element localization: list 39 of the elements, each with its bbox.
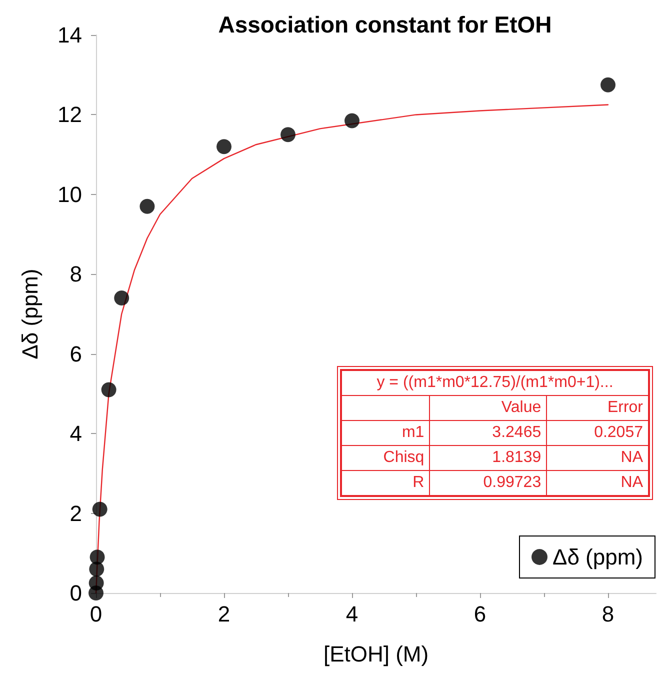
annotation: NA — [546, 446, 648, 470]
y-tick-label: 2 — [70, 500, 82, 526]
y-tick-label: 4 — [70, 421, 82, 446]
point — [114, 290, 130, 306]
point — [600, 77, 616, 92]
point — [88, 576, 104, 591]
point — [101, 382, 116, 398]
annotation: 3.2465 — [430, 420, 547, 446]
annotation: NA — [546, 470, 648, 496]
legend-label: Δδ (ppm) — [552, 544, 644, 570]
y-tick-label: 0 — [70, 580, 82, 606]
annotation: m1 — [342, 420, 430, 446]
y-axis-title: Δδ (ppm) — [18, 268, 42, 360]
point — [280, 127, 296, 142]
annotation: Error — [546, 396, 648, 420]
point — [92, 502, 108, 517]
x-tick-label: 4 — [346, 602, 358, 626]
chart-title: Association constant for EtOH — [218, 12, 552, 38]
annotation: Value — [430, 396, 547, 420]
annotation: 1.8139 — [430, 446, 547, 470]
y-tick-label: 6 — [70, 341, 82, 366]
annotation: 0.99723 — [430, 470, 547, 496]
y-tick-label: 14 — [58, 22, 82, 48]
annotation: Chisq — [342, 446, 430, 470]
x-axis-title: [EtOH] (M) — [323, 642, 429, 666]
point — [216, 139, 232, 154]
annotation: R — [342, 470, 430, 496]
point — [140, 198, 155, 214]
annotation: y = ((m1*m0*12.75)/(m1*m0+1)... — [342, 370, 648, 396]
point — [344, 113, 360, 128]
point — [90, 550, 105, 565]
x-tick-label: 8 — [602, 602, 614, 626]
y-tick-label: 12 — [58, 102, 82, 128]
y-tick-label: 8 — [70, 262, 82, 287]
x-tick-label: 0 — [90, 602, 102, 626]
x-tick-label: 2 — [218, 602, 230, 626]
y-tick-label: 10 — [58, 182, 82, 207]
annotation: 0.2057 — [546, 420, 648, 446]
x-tick-label: 6 — [474, 602, 486, 626]
